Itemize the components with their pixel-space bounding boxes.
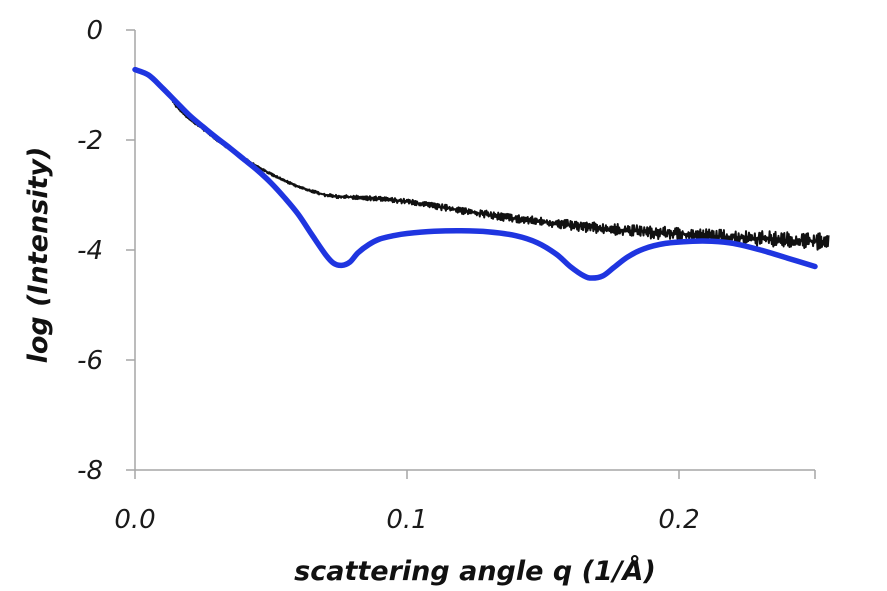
x-tick-label: 0.2	[658, 505, 699, 535]
x-axis-ticks: 0.0 0.1 0.2	[114, 470, 816, 535]
x-tick-label: 0.1	[386, 505, 427, 535]
y-tick-label: -8	[77, 456, 103, 486]
series-line-experiment	[163, 87, 830, 251]
y-tick-label: 0	[86, 16, 103, 46]
y-axis-ticks: 0 -2 -4 -6 -8	[77, 16, 135, 486]
y-tick-label: -4	[77, 236, 103, 266]
y-tick-label: -6	[77, 346, 103, 376]
y-tick-label: -2	[77, 126, 103, 156]
plot-area: 0 -2 -4 -6 -8 0.0 0.1 0.2	[77, 16, 830, 535]
series-layer	[132, 66, 830, 281]
series-line-model	[132, 66, 818, 281]
x-tick-label: 0.0	[114, 505, 155, 535]
x-axis-title: scattering angle q (1/Å)	[294, 555, 656, 587]
y-axis-title: log (Intensity)	[23, 147, 54, 364]
